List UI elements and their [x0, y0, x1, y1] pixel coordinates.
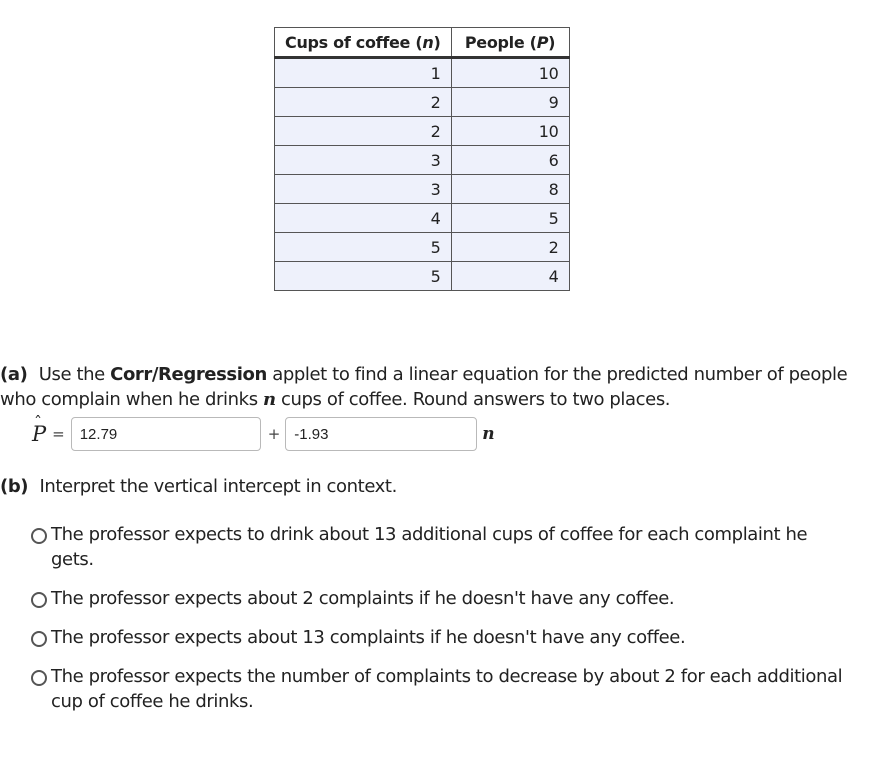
part-a-text-after: cups of coffee. Round answers to two pla…	[281, 389, 671, 410]
part-b-label: (b)	[0, 476, 29, 497]
table-row: 2 9	[274, 87, 570, 117]
table-row: 3 6	[274, 145, 570, 175]
cell-cups: 3	[274, 174, 452, 204]
radio-button-icon[interactable]	[31, 631, 47, 647]
p-hat-letter: P	[32, 421, 47, 446]
table-row: 5 2	[274, 232, 570, 262]
cell-people: 5	[450, 203, 570, 233]
cell-cups: 1	[274, 57, 452, 88]
radio-option-4[interactable]: The professor expects the number of comp…	[30, 664, 850, 714]
table-row: 5 4	[274, 261, 570, 291]
header-p-prefix: People (	[464, 32, 537, 52]
part-a-text-mid: applet to find a linear equation for the…	[0, 364, 848, 410]
table-row: 4 5	[274, 203, 570, 233]
table-row: 2 10	[274, 116, 570, 146]
header-n-var: n	[422, 32, 434, 52]
cell-people: 2	[450, 232, 570, 262]
radio-option-3[interactable]: The professor expects about 13 complaint…	[30, 625, 850, 650]
table-row: 3 8	[274, 174, 570, 204]
header-p-suffix: )	[548, 32, 556, 52]
radio-button-icon[interactable]	[31, 592, 47, 608]
equation-n-variable: n	[482, 424, 495, 444]
hat-icon: ˆ	[34, 412, 42, 432]
cell-cups: 2	[274, 116, 452, 146]
cell-people: 10	[450, 57, 570, 88]
cell-cups: 5	[274, 261, 452, 291]
header-cups-of-coffee: Cups of coffee (n)	[274, 27, 452, 59]
header-n-suffix: )	[433, 32, 441, 52]
cell-people: 10	[450, 116, 570, 146]
cell-cups: 3	[274, 145, 452, 175]
plus-sign: +	[267, 425, 281, 443]
cell-people: 8	[450, 174, 570, 204]
intercept-input[interactable]	[70, 417, 261, 451]
coffee-complaints-table: Cups of coffee (n) People (P) 1 10 2 9 2…	[274, 27, 570, 291]
option-label: The professor expects about 2 complaints…	[51, 588, 675, 609]
radio-button-icon[interactable]	[31, 528, 47, 544]
radio-button-icon[interactable]	[31, 670, 47, 686]
cell-cups: 5	[274, 232, 452, 262]
cell-cups: 2	[274, 87, 452, 117]
table-row: 1 10	[274, 57, 570, 88]
option-label: The professor expects about 13 complaint…	[51, 627, 686, 648]
slope-input[interactable]	[285, 417, 478, 451]
header-people: People (P)	[450, 27, 570, 59]
header-n-prefix: Cups of coffee (	[285, 32, 423, 52]
radio-option-2[interactable]: The professor expects about 2 complaints…	[30, 586, 850, 611]
part-b-question: (b) Interpret the vertical intercept in …	[0, 474, 397, 499]
cell-people: 4	[450, 261, 570, 291]
cell-people: 9	[450, 87, 570, 117]
cell-cups: 4	[274, 203, 452, 233]
part-b-prompt: Interpret the vertical intercept in cont…	[39, 476, 397, 497]
table-header-row: Cups of coffee (n) People (P)	[274, 27, 570, 59]
n-variable: n	[263, 389, 276, 410]
header-p-var: P	[536, 32, 549, 52]
equals-sign: =	[52, 425, 65, 443]
cell-people: 6	[450, 145, 570, 175]
applet-name: Corr/Regression	[110, 364, 267, 385]
part-a-text-before: Use the	[38, 364, 105, 385]
answer-options: The professor expects to drink about 13 …	[30, 522, 850, 728]
option-label: The professor expects the number of comp…	[51, 666, 843, 712]
option-label: The professor expects to drink about 13 …	[51, 524, 808, 570]
part-a-question: (a) Use the Corr/Regression applet to fi…	[0, 362, 880, 412]
radio-option-1[interactable]: The professor expects to drink about 13 …	[30, 522, 850, 572]
part-a-label: (a)	[0, 364, 28, 385]
regression-equation: ˆP = + n	[30, 414, 495, 452]
